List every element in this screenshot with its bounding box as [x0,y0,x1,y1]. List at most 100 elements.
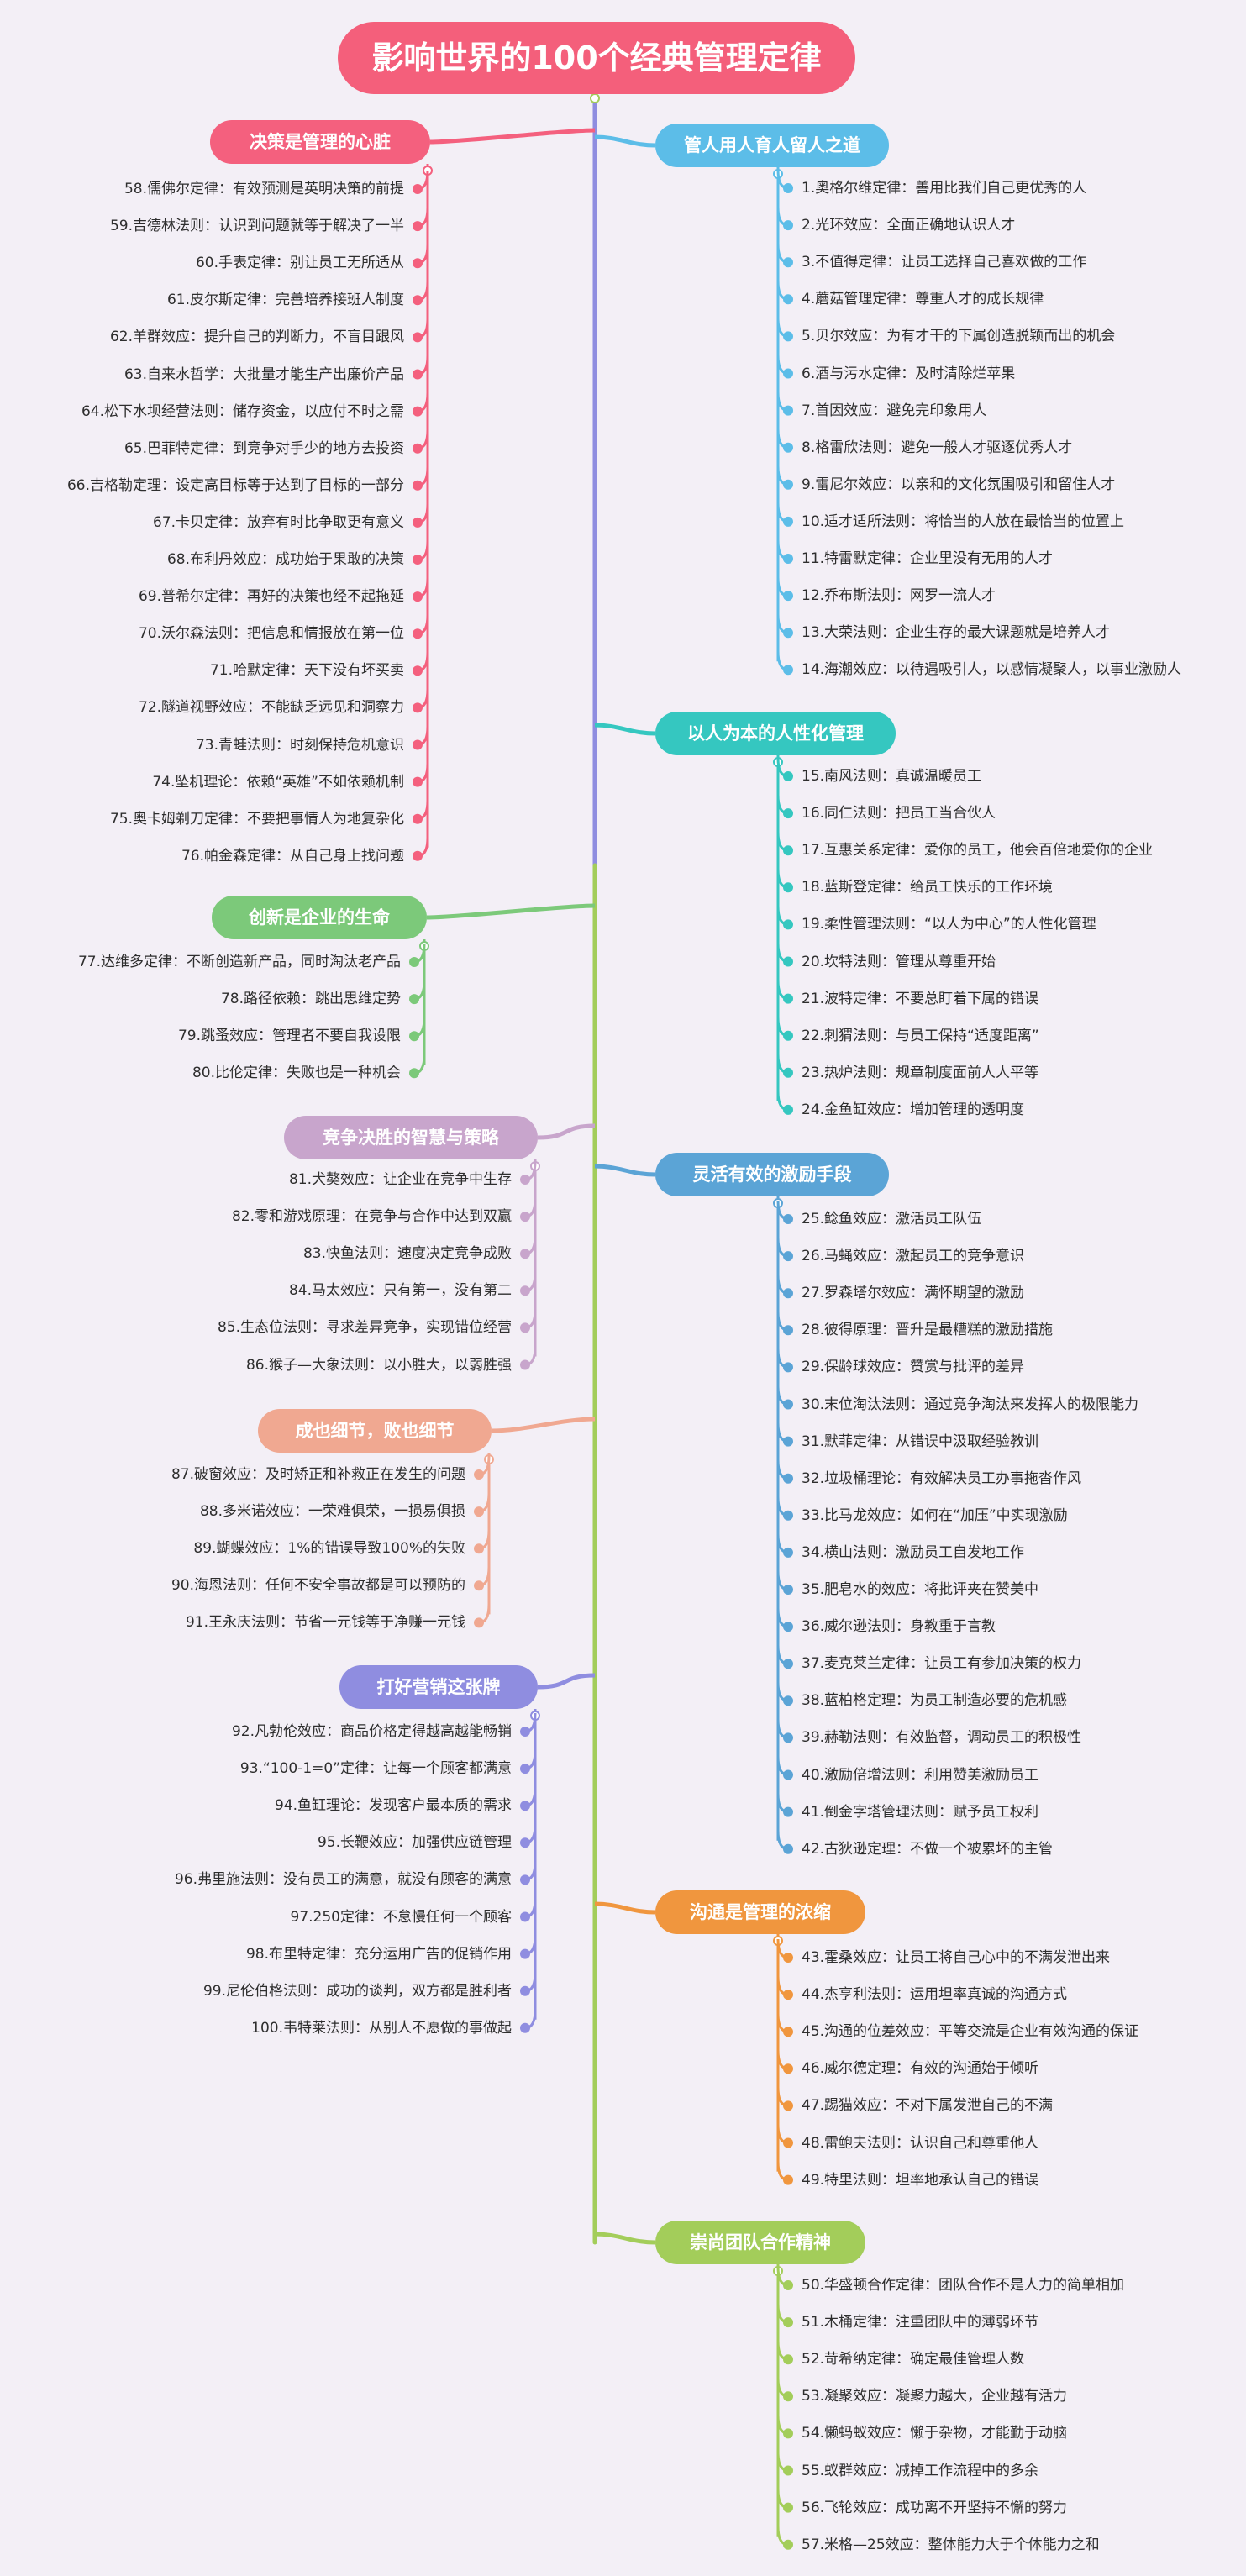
item-bullet [520,1212,530,1222]
item-bullet [783,1547,793,1558]
item-bullet [783,2317,793,2328]
item-bullet [413,369,423,380]
law-item: 3.不值得定律：让员工选择自己喜欢做的工作 [802,254,1087,271]
law-item: 80.比伦定律：失败也是一种机会 [192,1065,401,1082]
branch-connector [537,1673,596,1690]
item-bullet [413,295,423,306]
item-bullet [520,1837,530,1848]
law-item: 77.达维多定律：不断创造新产品，同时淘汰老产品 [77,954,401,970]
item-bullet [520,1948,530,1959]
law-item: 31.默菲定律：从错误中汲取经验教训 [802,1433,1039,1450]
law-item: 98.布里特定律：充分运用广告的促销作用 [245,1945,512,1963]
item-bullet [783,2465,793,2476]
item-bullet [520,1322,530,1333]
item-bullet [520,1874,530,1885]
law-item: 60.手表定律：别让员工无所适从 [195,255,404,272]
law-item: 49.特里法则：坦率地承认自己的错误 [802,2171,1039,2189]
law-item: 86.猴子—大象法则：以小胜大，以弱胜强 [245,1356,512,1374]
item-bullet [520,2022,530,2033]
item-bullet [783,1473,793,1484]
item-bullet [783,2027,793,2037]
law-item: 6.酒与污水定律：及时清除烂苹果 [802,365,1016,382]
branch-left-0-label: 决策是管理的心脏 [210,120,430,164]
item-bullet [783,1585,793,1595]
law-item: 58.儒佛尔定律：有效预测是英明决策的前提 [124,181,404,197]
item-bullet [409,957,419,967]
law-item: 99.尼伦伯格法则：成功的谈判，双方都是胜利者 [202,1982,512,2000]
item-bullet [783,1288,793,1299]
law-item: 34.横山法则：激励员工自发地工作 [802,1543,1025,1561]
law-item: 84.马太效应：只有第一，没有第二 [288,1282,512,1300]
branch-left-4-label: 打好营销这张牌 [339,1665,538,1709]
item-bullet [783,1843,793,1854]
item-bullet [409,1031,419,1042]
law-item: 47.踢猫效应：不对下属发泄自己的不满 [802,2097,1054,2115]
law-item: 64.松下水坝经营法则：储存资金，以应付不时之需 [81,402,404,420]
item-bullet [783,845,793,856]
law-item: 53.凝聚效应：凝聚力越大，企业越有活力 [802,2388,1068,2405]
branch-connector [594,1164,656,1177]
item-bullet [783,2391,793,2402]
law-item: 26.马蝇效应：激起员工的竞争意识 [802,1248,1025,1265]
branch-left-3-label: 成也细节，败也细节 [258,1409,492,1453]
item-bullet [783,1953,793,1963]
law-item: 90.海恩法则：任何不安全事故都是可以预防的 [171,1577,465,1595]
law-item: 11.特雷默定律：企业里没有无用的人才 [802,550,1054,567]
item-bullet [474,1543,484,1554]
law-item: 35.肥皂水的效应：将批评夹在赞美中 [802,1581,1039,1598]
law-item: 75.奥卡姆剃刀定律：不要把事情人为地复杂化 [109,810,404,828]
item-bullet [783,2502,793,2513]
item-bullet [783,1362,793,1373]
item-bullet [783,257,793,268]
law-item: 51.木桶定律：注重团队中的薄弱环节 [802,2314,1039,2332]
law-item: 62.羊群效应：提升自己的判断力，不盲目跟风 [109,329,404,346]
law-item: 18.蓝斯登定律：给员工快乐的工作环境 [802,879,1054,896]
law-item: 91.王永庆法则：节省一元钱等于净赚一元钱 [185,1614,465,1632]
item-bullet [474,1506,484,1517]
item-bullet [783,628,793,639]
law-item: 28.彼得原理：晋升是最糟糕的激励措施 [802,1322,1054,1339]
item-bullet [783,2137,793,2148]
item-bullet [783,183,793,193]
law-item: 42.古狄逊定理：不做一个被累坏的主管 [802,1840,1054,1858]
law-item: 69.普希尔定律：再好的决策也经不起拖延 [138,588,404,606]
item-bullet [520,1985,530,1996]
item-bullet [783,1251,793,1262]
item-bullet [783,919,793,930]
law-item: 20.坎特法则：管理从尊重开始 [802,953,996,970]
item-bullet [783,2354,793,2365]
item-bullet [520,1727,530,1737]
item-bullet [783,1622,793,1632]
item-bullet [783,2174,793,2185]
item-bullet [520,1911,530,1922]
item-bullet [409,994,419,1005]
law-item: 95.长鞭效应：加强供应链管理 [317,1834,512,1852]
mindmap-title: 影响世界的100个经典管理定律 [338,22,855,94]
law-item: 87.破窗效应：及时矫正和补救正在发生的问题 [171,1466,465,1483]
item-bullet [413,517,423,528]
item-bullet [783,993,793,1004]
law-item: 85.生态位法则：寻求差异竞争，实现错位经营 [217,1319,512,1337]
law-item: 61.皮尔斯定律：完善培养接班人制度 [166,292,404,309]
law-item: 66.吉格勒定理：设定高目标等于达到了目标的一部分 [66,476,404,494]
branch-connector [537,1123,596,1140]
branch-connector [429,128,596,145]
law-item: 32.垃圾桶理论：有效解决员工办事拖沓作风 [802,1469,1082,1487]
branch-connector [594,2232,656,2245]
law-item: 30.末位淘汰法则：通过竞争淘汰来发挥人的极限能力 [802,1396,1139,1413]
item-bullet [783,1325,793,1336]
item-bullet [783,516,793,527]
law-item: 48.雷鲍夫法则：认识自己和尊重他人 [802,2134,1039,2152]
law-item: 12.乔布斯法则：网罗一流人才 [802,587,996,605]
law-item: 78.路径依赖：跳出思维定势 [220,991,401,1008]
item-bullet [783,665,793,676]
item-bullet [783,591,793,602]
law-item: 15.南风法则：真诚温暖员工 [802,768,982,785]
item-bullet [413,850,423,861]
item-bullet [783,331,793,342]
branch-right-2-label: 灵活有效的激励手段 [655,1153,889,1196]
law-item: 76.帕金森定律：从自己身上找问题 [181,847,404,865]
item-bullet [413,813,423,824]
item-bullet [413,739,423,750]
